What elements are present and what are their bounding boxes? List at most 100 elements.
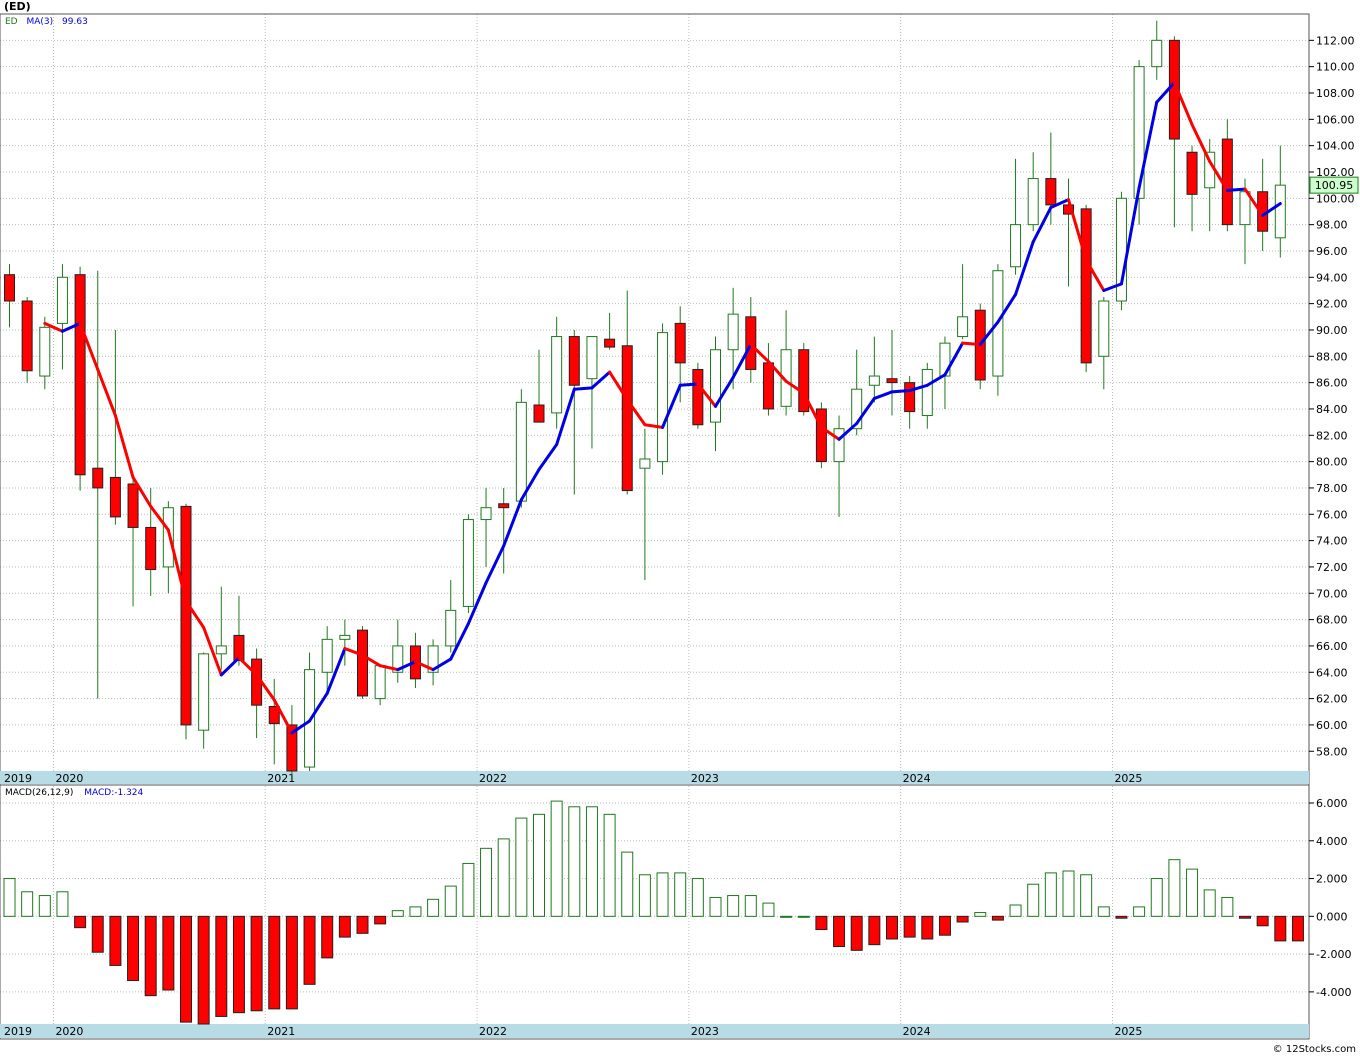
price-tick-label: 76.00 <box>1316 508 1348 521</box>
macd-bar-negative <box>268 915 281 1010</box>
candle-up <box>162 507 174 568</box>
candle-up <box>480 507 492 521</box>
ma-segment <box>184 599 206 629</box>
candle-down <box>233 634 245 661</box>
macd-bar-negative <box>232 915 245 1014</box>
legend-symbol: ED <box>5 17 18 27</box>
macd-bar-positive <box>780 915 793 918</box>
candle-down <box>533 404 545 423</box>
macd-bar-negative <box>868 915 881 946</box>
macd-bar-negative <box>903 915 916 938</box>
price-date-band <box>0 771 1309 784</box>
ma-segment <box>802 391 823 429</box>
year-label: 2019 <box>4 1025 32 1038</box>
ma-segment <box>855 396 876 425</box>
price-tick-label: 94.00 <box>1316 271 1348 284</box>
macd-bar-positive <box>603 813 616 917</box>
ma-segment <box>731 342 753 379</box>
ma-segment <box>661 383 682 429</box>
macd-bar-positive <box>56 891 69 917</box>
year-label: 2021 <box>267 772 295 785</box>
macd-tick-label: 4.000 <box>1316 835 1348 848</box>
candle-up <box>215 645 227 655</box>
ma-segment <box>361 653 382 668</box>
macd-tick-label: -4.000 <box>1316 986 1351 999</box>
date-axis-macd: 2019 2020 2021 2022 2023 2024 2025 <box>4 1025 1142 1038</box>
macd-bar-positive <box>38 895 51 917</box>
macd-tick-label: -2.000 <box>1316 948 1351 961</box>
last-price-label: 100.95 <box>1315 179 1354 192</box>
price-tick-label: 98.00 <box>1316 219 1348 232</box>
year-label: 2022 <box>479 772 507 785</box>
ma-segment <box>290 719 312 735</box>
macd-bar-negative <box>162 915 175 991</box>
macd-legend-label: MACD(26,12,9) <box>5 788 73 798</box>
macd-legend-value: MACD:-1.324 <box>84 788 143 798</box>
ma-segment <box>678 382 700 387</box>
macd-bar-positive <box>1044 872 1057 917</box>
macd-bar-negative <box>180 915 192 1023</box>
candle-down <box>109 476 121 518</box>
macd-bar-positive <box>1203 889 1216 917</box>
candle-up <box>462 519 474 607</box>
ma-segment <box>908 383 929 393</box>
year-label: 2024 <box>903 1025 931 1038</box>
candle-up <box>921 368 933 417</box>
macd-bar-negative <box>1291 915 1304 942</box>
candle-up <box>833 428 845 463</box>
candle-down <box>621 345 633 492</box>
candle-up <box>1027 178 1039 226</box>
candle-down <box>1186 151 1198 195</box>
candle-down <box>498 503 510 509</box>
candle-up <box>1151 39 1163 68</box>
macd-bar-positive <box>709 896 722 917</box>
macd-bar-positive <box>797 915 810 918</box>
legend-ma-value: 99.63 <box>62 17 88 27</box>
macd-bar-positive <box>1027 883 1040 917</box>
year-label: 2025 <box>1114 772 1142 785</box>
macd-bar-positive <box>427 898 440 917</box>
ma-segment <box>413 660 435 672</box>
candle-up <box>56 276 68 324</box>
macd-bar-negative <box>1239 915 1251 919</box>
candle-down <box>798 349 810 413</box>
macd-tick-label: 2.000 <box>1316 873 1348 886</box>
macd-bar-positive <box>585 806 598 917</box>
macd-bar-negative <box>815 915 828 931</box>
price-tick-label: 70.00 <box>1316 587 1348 600</box>
price-panel-frame <box>0 13 1310 786</box>
price-tick-label: 104.00 <box>1316 140 1355 153</box>
candle-down <box>1080 208 1092 364</box>
macd-bar-negative <box>285 915 298 1010</box>
macd-bar-positive <box>1097 906 1110 917</box>
ma-segment <box>1014 240 1035 296</box>
ma-segment <box>784 379 806 395</box>
ma-segment <box>43 321 64 333</box>
macd-bar-negative <box>250 915 263 1012</box>
macd-bar-positive <box>1009 904 1022 917</box>
macd-bar-positive <box>409 906 422 917</box>
ma-segment <box>149 504 170 532</box>
macd-bar-positive <box>1150 878 1163 917</box>
macd-bar-positive <box>656 872 669 917</box>
candle-up <box>374 665 386 700</box>
date-axis-price: 2019 2020 2021 2022 2023 2024 2025 <box>4 772 1142 785</box>
macd-bar-negative <box>374 915 387 925</box>
macd-bar-negative <box>956 915 969 923</box>
candlestick-series <box>4 20 1286 775</box>
candle-down <box>145 526 157 571</box>
candle-up <box>515 401 527 502</box>
price-tick-label: 106.00 <box>1316 113 1355 126</box>
ma-segment <box>1031 206 1053 244</box>
ma-segment <box>378 664 400 672</box>
macd-legend: MACD(26,12,9) MACD:-1.324 <box>5 788 144 798</box>
macd-bar-positive <box>744 895 757 917</box>
price-tick-label: 80.00 <box>1316 456 1348 469</box>
macd-bar-negative <box>938 915 951 936</box>
candle-down <box>674 322 686 364</box>
ma-segment <box>113 414 135 479</box>
price-tick-label: 72.00 <box>1316 561 1348 574</box>
macd-grid <box>0 786 1309 1024</box>
ma-segment <box>131 475 153 508</box>
